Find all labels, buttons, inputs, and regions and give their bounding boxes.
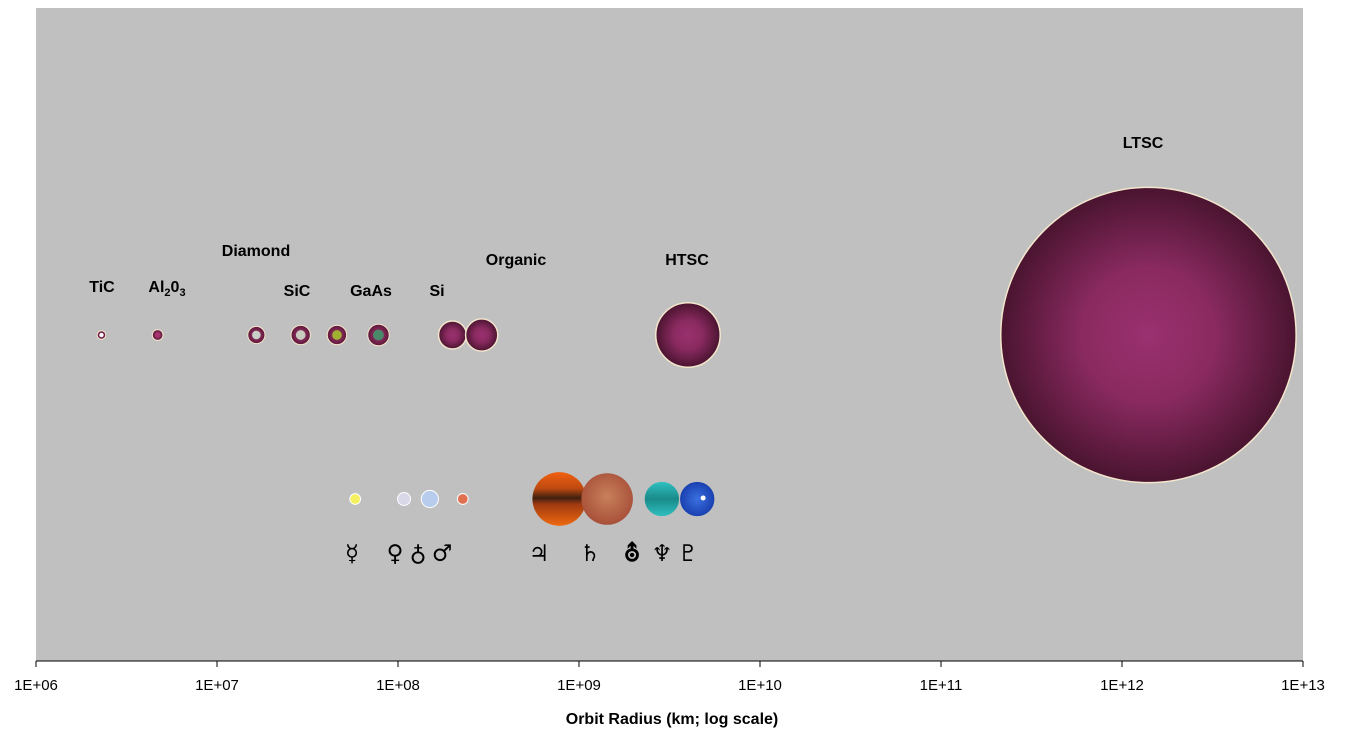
material-label: GaAs — [350, 283, 392, 300]
planet-symbol: ☿ — [345, 540, 359, 567]
material-label: Si — [429, 283, 444, 300]
planet-bubble — [532, 472, 587, 526]
planet-symbol: ♄ — [580, 540, 601, 567]
material-bubble — [464, 318, 499, 352]
planet-bubble — [456, 493, 469, 505]
material-bubble-core — [99, 332, 104, 338]
material-label: Al203 — [148, 279, 185, 299]
material-label: LTSC — [1123, 135, 1164, 152]
x-tick-label: 1E+12 — [1100, 677, 1144, 694]
planet-symbol: ♁ — [410, 540, 427, 567]
material-bubble-core — [252, 330, 261, 340]
planet-bubble — [349, 493, 362, 505]
planet-symbol: ♀ — [387, 540, 404, 567]
x-tick-label: 1E+13 — [1281, 677, 1325, 694]
x-axis-label: Orbit Radius (km; log scale) — [566, 711, 778, 728]
material-label: Organic — [486, 252, 547, 269]
material-bubble-core — [373, 329, 384, 341]
planet-symbol: ⛢ — [624, 540, 641, 567]
material-bubble-core — [154, 332, 161, 338]
planet-bubble — [581, 473, 633, 525]
planet-symbol: ♂ — [432, 540, 453, 567]
x-tick-label: 1E+10 — [738, 677, 782, 694]
planet-bubble — [420, 489, 439, 509]
material-bubble — [655, 302, 721, 368]
x-tick-label: 1E+06 — [14, 677, 58, 694]
planet-symbol: ♇ — [678, 540, 699, 567]
planet-bubble — [680, 481, 715, 517]
material-bubble-core — [332, 330, 342, 340]
x-tick-label: 1E+11 — [920, 677, 963, 694]
material-bubble — [437, 320, 468, 350]
material-label: TiC — [89, 279, 115, 296]
material-bubble-core — [295, 330, 306, 340]
planet-bubble — [644, 481, 680, 517]
planet-symbol: ♃ — [529, 540, 550, 567]
planet-bubble — [397, 492, 411, 506]
material-label: SiC — [284, 283, 311, 300]
material-label: Diamond — [222, 243, 290, 260]
x-tick-label: 1E+09 — [557, 677, 601, 694]
material-label: HTSC — [665, 252, 709, 269]
x-tick-label: 1E+08 — [376, 677, 420, 694]
planet-symbol: ♆ — [652, 540, 673, 567]
pluto-dot — [700, 495, 706, 501]
material-bubble — [1000, 186, 1297, 484]
x-tick-label: 1E+07 — [195, 677, 239, 694]
